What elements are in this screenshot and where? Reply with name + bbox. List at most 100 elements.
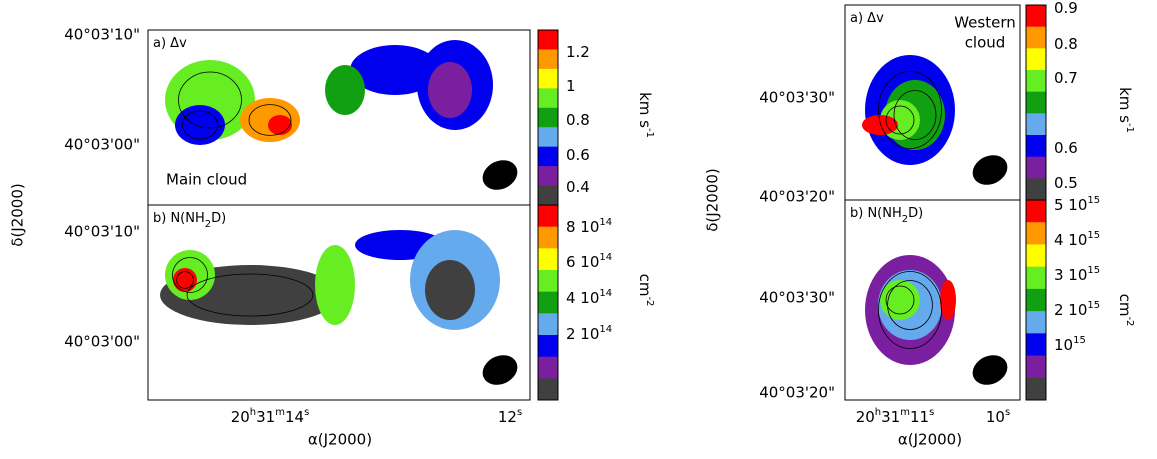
colorbar-segment (538, 226, 558, 249)
panel-label: a) Δv (153, 36, 187, 51)
y-tick-label: 40°03'00" (64, 136, 140, 154)
colorbar-tick-label-part: 8 10 (566, 218, 599, 236)
panel-label-part: a) Δv (850, 11, 884, 26)
colorbar-segment (538, 146, 558, 167)
colorbar-segment (1026, 156, 1046, 179)
panel-label-part: a) Δv (153, 36, 187, 51)
y-axis-label: δ(J2000) (9, 183, 27, 246)
colorbar-tick-label: 0.7 (1054, 69, 1078, 87)
y-tick-label: 40°03'20" (759, 384, 835, 402)
x-tick-label: 20h31m11s (856, 407, 935, 426)
colorbar-tick-label-part: 4 10 (1054, 231, 1087, 249)
x-tick-label: 20h31m14s (231, 407, 310, 426)
colorbar-unit: km s-1 (637, 92, 656, 138)
y-tick-label: 40°03'10" (64, 26, 140, 44)
beam (972, 355, 1008, 385)
colorbar-tick-label-part: 15 (1087, 265, 1100, 276)
colorbar-tick-label-part: 0.7 (1054, 69, 1078, 87)
annotation: Western (954, 14, 1016, 32)
x-tick-label-part: 10 (986, 408, 1005, 426)
colorbar-tick-label: 0.6 (1054, 139, 1078, 157)
contour (885, 105, 915, 135)
x-tick-label-part: m (275, 407, 285, 418)
colorbar-segment (538, 356, 558, 379)
colorbar-tick-label-part: 10 (1054, 336, 1073, 354)
contour (172, 257, 208, 293)
x-tick-label-part: s (304, 407, 309, 418)
colorbar-tick-label-part: 0.6 (1054, 139, 1078, 157)
colorbar-tick-label-part: 5 10 (1054, 196, 1087, 214)
annotation: cloud (965, 34, 1006, 52)
x-tick-label-part: h (875, 407, 881, 418)
colorbar-unit-part: -2 (1125, 316, 1136, 326)
x-axis-label: α(J2000) (898, 431, 962, 449)
colorbar-tick-label: 4 1014 (566, 288, 612, 307)
colorbar-tick-label: 0.9 (1054, 0, 1078, 17)
colorbar-unit: km s-1 (1117, 87, 1136, 133)
colorbar-segment (1026, 377, 1046, 401)
panel-frame (844, 199, 1021, 401)
colorbar-segment (1026, 48, 1046, 71)
panel-label: b) N(NH2D) (850, 206, 923, 225)
colorbar-tick-label-part: 14 (599, 252, 612, 263)
map-region (428, 62, 472, 118)
colorbar-tick-label: 0.8 (1054, 35, 1078, 53)
colorbar-segment (1026, 333, 1046, 357)
colorbar-unit-part: -1 (645, 128, 656, 138)
colorbar-segment (538, 291, 558, 314)
colorbar-unit-part: cm (1117, 294, 1135, 317)
colorbar-segment (1026, 70, 1046, 93)
panel-label-part: D) (211, 211, 226, 226)
x-tick-label-part: s (929, 407, 934, 418)
colorbar-segment (1026, 288, 1046, 312)
contour (248, 104, 292, 136)
x-tick-label-part: 20 (231, 408, 250, 426)
colorbar-unit-part: km s (1117, 87, 1135, 123)
contour (887, 280, 933, 330)
colorbar-tick-label-part: 0.4 (566, 178, 590, 196)
colorbar-unit-part: cm (637, 274, 655, 297)
y-axis-label: δ(J2000) (704, 168, 722, 231)
map-region (862, 115, 898, 135)
colorbar-segment (538, 68, 558, 89)
colorbar-segment (538, 313, 558, 336)
colorbar-tick-label-part: 0.6 (566, 146, 590, 164)
colorbar-tick-label-part: 0.8 (1054, 35, 1078, 53)
beam (482, 355, 518, 385)
colorbar-tick-label-part: 6 10 (566, 253, 599, 271)
colorbar-segment (1026, 355, 1046, 379)
colorbar-tick-label-part: 2 10 (566, 325, 599, 343)
colorbar-tick-label-part: 0.8 (566, 111, 590, 129)
contour (186, 273, 314, 317)
panel-label-part: D) (908, 206, 923, 221)
colorbar-segment (1026, 178, 1046, 201)
panel-label-part: 2 (902, 214, 908, 225)
colorbar-tick-label: 0.4 (566, 178, 590, 196)
map-region (268, 115, 292, 135)
panel-frame (147, 204, 531, 401)
colorbar-segment (538, 49, 558, 70)
colorbar-tick-label: 2 1014 (566, 324, 612, 343)
map-region (315, 245, 355, 325)
x-axis-label: α(J2000) (308, 431, 372, 449)
colorbar-tick-label: 6 1014 (566, 252, 612, 271)
colorbar-tick-label-part: 1.2 (566, 43, 590, 61)
colorbar-segment (538, 127, 558, 148)
y-tick-label: 40°03'30" (759, 89, 835, 107)
panel-label-part: 2 (205, 219, 211, 230)
colorbar-segment (1026, 113, 1046, 136)
colorbar-frame (1025, 199, 1047, 401)
x-tick-label: 10s (986, 407, 1010, 426)
colorbar-tick-label-part: 15 (1087, 195, 1100, 206)
contour (176, 271, 194, 289)
colorbar-frame (537, 204, 559, 401)
colorbar-unit: cm-2 (1117, 294, 1136, 327)
colorbar-tick-label: 8 1014 (566, 217, 612, 236)
colorbar-segment (538, 107, 558, 128)
colorbar-tick-label-part: 0.9 (1054, 0, 1078, 17)
x-tick-label-part: 20 (856, 408, 875, 426)
colorbar-segment (538, 335, 558, 358)
map (862, 55, 1008, 185)
colorbar-tick-label-part: 15 (1087, 230, 1100, 241)
